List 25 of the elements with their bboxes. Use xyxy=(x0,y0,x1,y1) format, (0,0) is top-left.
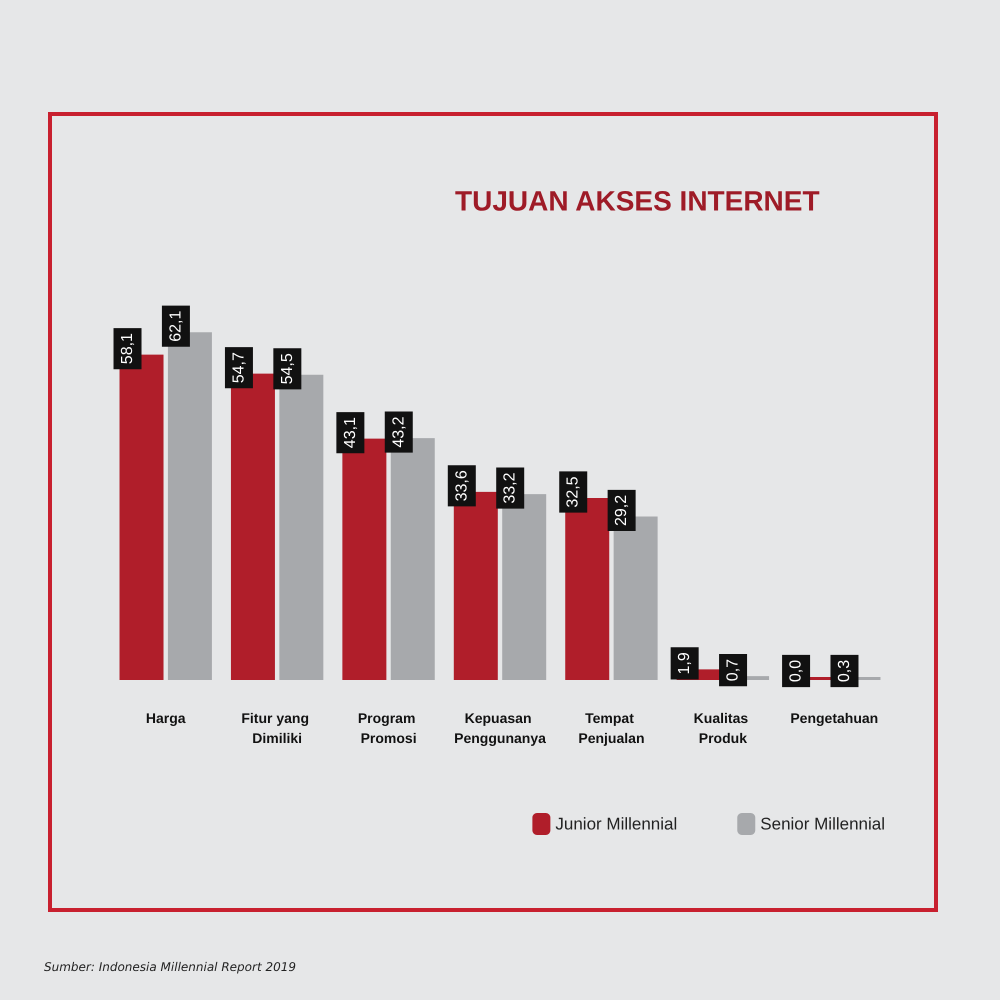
data-label: 43,1 xyxy=(342,416,359,448)
data-label: 33,2 xyxy=(502,472,519,504)
data-label: 54,5 xyxy=(278,353,296,384)
data-label: 29,2 xyxy=(613,494,630,526)
x-tick-label: Fitur yang Dimiliki xyxy=(241,710,313,746)
data-label: 0,3 xyxy=(836,660,853,682)
x-tick-label: Tempat Penjualan xyxy=(578,710,644,746)
data-label: 33,6 xyxy=(453,470,470,502)
x-tick-label: Kepuasan Penggunanya xyxy=(454,710,546,746)
data-label: 58,1 xyxy=(119,332,136,364)
data-label: 54,7 xyxy=(230,352,248,384)
x-tick-label: Program Promosi xyxy=(358,710,420,746)
x-tick-label: Pengetahuan xyxy=(790,710,878,726)
legend-label: Senior Millennial xyxy=(760,814,886,834)
chart-title: TUJUAN AKSES INTERNET xyxy=(455,186,820,216)
data-label: 32,5 xyxy=(564,476,582,508)
data-label: 0,7 xyxy=(724,658,742,682)
text: Sumber: Indonesia Millennial Report 2019 xyxy=(44,960,296,974)
data-label: 62,1 xyxy=(167,310,184,342)
x-tick-label: Kualitas Produk xyxy=(694,710,752,746)
data-label: 0,0 xyxy=(788,660,805,682)
data-label: 1,9 xyxy=(676,652,694,674)
data-label: 43,2 xyxy=(390,416,408,448)
x-tick-label: Harga xyxy=(146,710,186,726)
legend-label: Junior Millennial xyxy=(555,814,678,834)
